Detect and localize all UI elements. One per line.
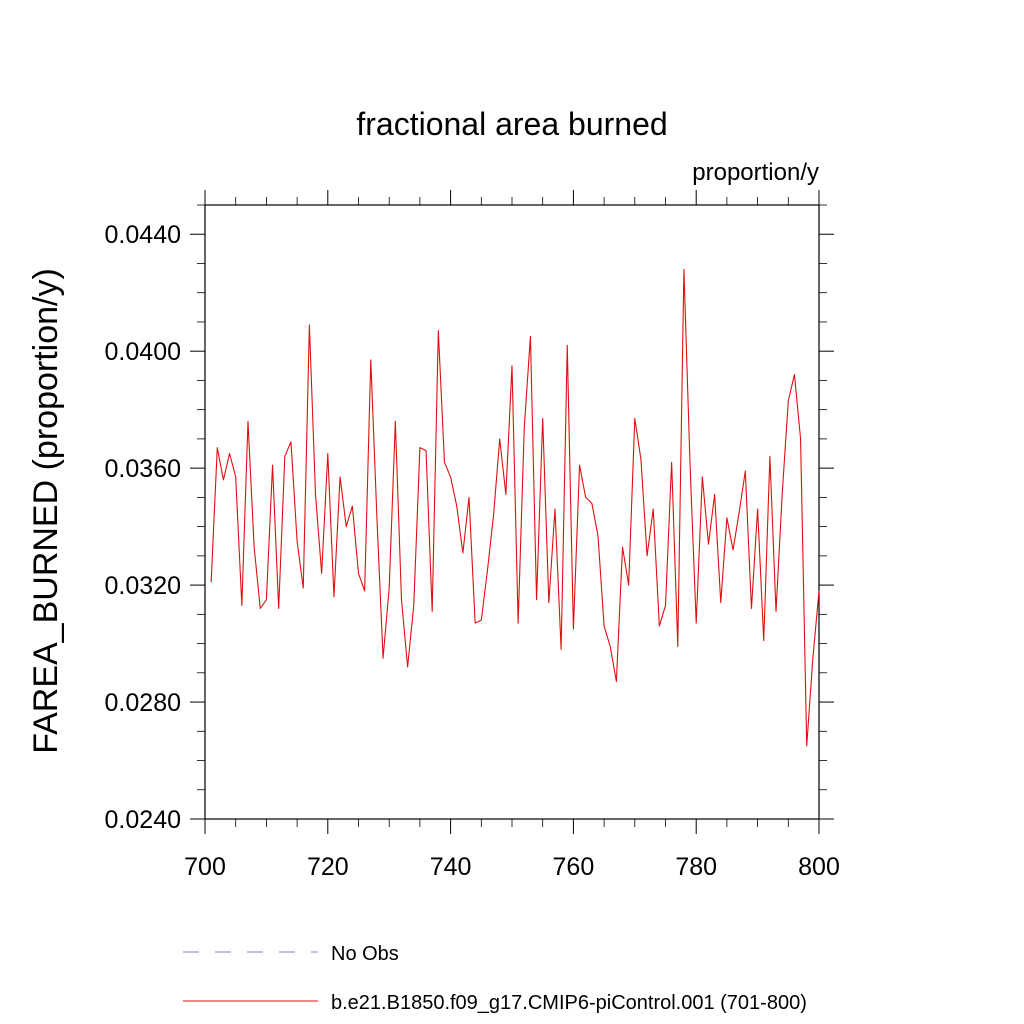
x-tick-label: 720: [307, 853, 349, 881]
y-tick-label: 0.0440: [105, 221, 181, 249]
legend-label-1: b.e21.B1850.f09_g17.CMIP6-piControl.001 …: [331, 992, 807, 1014]
x-tick-label: 800: [798, 853, 840, 881]
y-tick-label: 0.0280: [105, 689, 181, 717]
plot-frame: [204, 204, 820, 820]
y-axis-ticks: 0.0240 0.0280 0.0320 0.0360 0.0400 0.0440: [105, 204, 834, 834]
x-tick-label: 760: [553, 853, 595, 881]
y-tick-label: 0.0240: [105, 806, 181, 834]
series-line-1: [210, 268, 820, 747]
x-axis-ticks: 700 720 740 760 780 800: [184, 190, 840, 881]
y-tick-label: 0.0400: [105, 338, 181, 366]
units-label: proportion/y: [692, 159, 819, 186]
y-tick-label: 0.0320: [105, 572, 181, 600]
legend-label-0: No Obs: [331, 943, 399, 965]
series-layer: [210, 268, 820, 747]
x-tick-label: 740: [430, 853, 472, 881]
x-tick-label: 700: [184, 853, 226, 881]
y-axis-label: FAREA_BURNED (proportion/y): [27, 268, 65, 754]
x-tick-label: 780: [675, 853, 717, 881]
y-tick-label: 0.0360: [105, 455, 181, 483]
chart-title: fractional area burned: [356, 106, 667, 142]
legend: No Obs b.e21.B1850.f09_g17.CMIP6-piContro…: [183, 943, 807, 1014]
